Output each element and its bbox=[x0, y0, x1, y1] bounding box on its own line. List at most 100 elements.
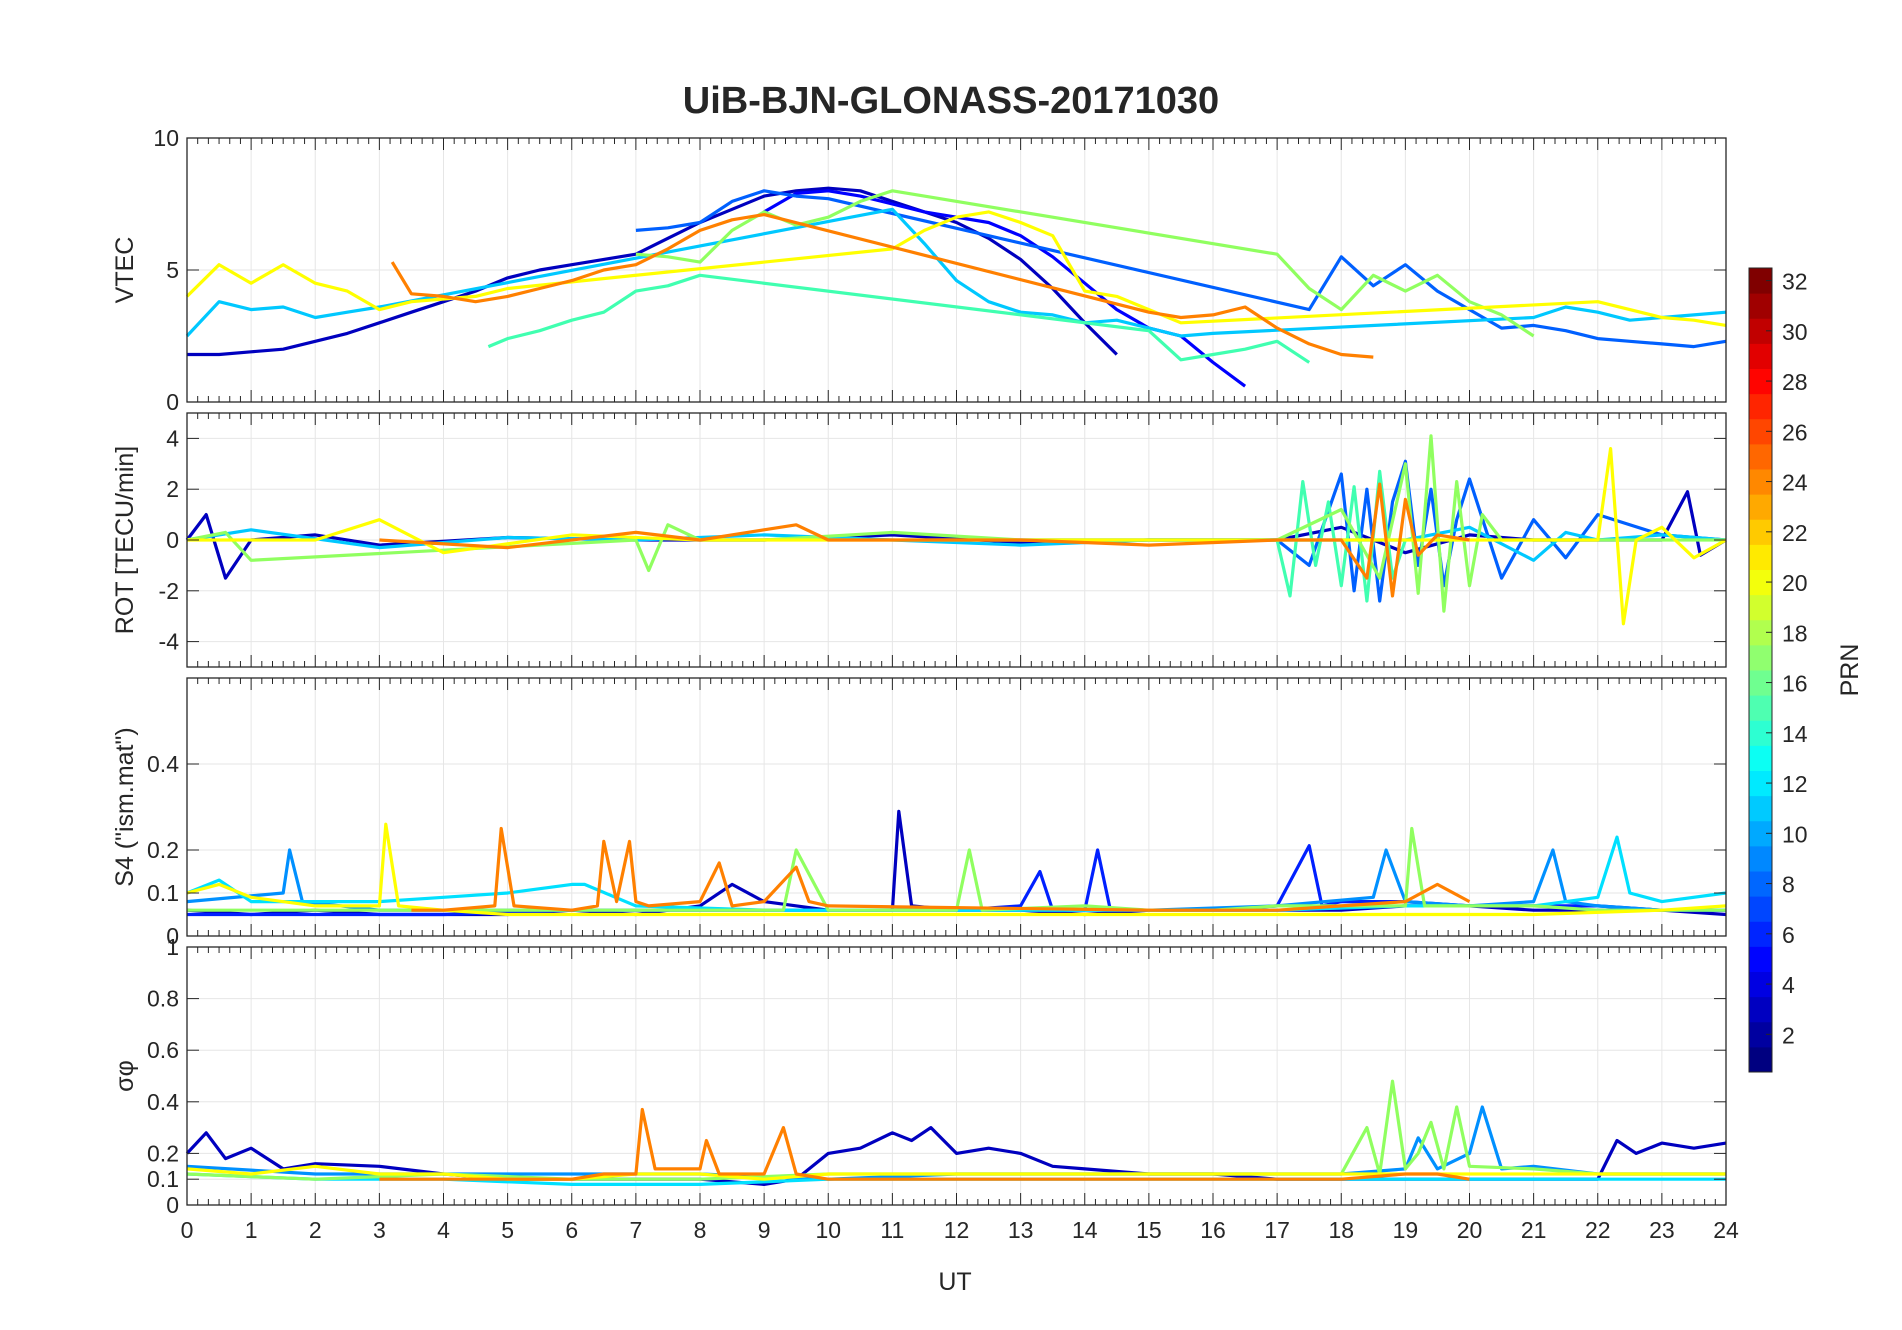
colorbar-swatch bbox=[1749, 695, 1772, 721]
y-tick-label: 0.4 bbox=[147, 1089, 179, 1115]
y-tick-label: 0 bbox=[166, 923, 179, 949]
x-tick-label: 17 bbox=[1264, 1217, 1290, 1243]
y-tick-label: 0.1 bbox=[147, 1166, 179, 1192]
x-tick-label: 11 bbox=[880, 1217, 904, 1243]
colorbar-tick-label: 8 bbox=[1782, 872, 1795, 898]
axes-box bbox=[186, 946, 1727, 1206]
colorbar-swatch bbox=[1749, 594, 1772, 621]
series-prn-17 bbox=[187, 826, 1726, 912]
axes-box bbox=[186, 677, 1727, 937]
series-prn-17 bbox=[186, 1079, 1726, 1181]
series-prn-20 bbox=[186, 1164, 1726, 1181]
y-axis-label: VTEC bbox=[111, 237, 139, 304]
colorbar-tick-label: 2 bbox=[1782, 1022, 1795, 1048]
colorbar-tick-label: 30 bbox=[1782, 319, 1808, 345]
series-prn-24 bbox=[390, 213, 1374, 359]
y-tick-label: 0.4 bbox=[147, 751, 179, 777]
colorbar-swatch bbox=[1749, 644, 1772, 671]
colorbar-swatch bbox=[1749, 720, 1772, 746]
colorbar-swatch bbox=[1749, 1046, 1772, 1073]
y-tick-label: -2 bbox=[159, 578, 179, 604]
x-tick-label: 18 bbox=[1328, 1217, 1354, 1243]
colorbar-swatch bbox=[1749, 443, 1772, 470]
colorbar-tick-label: 14 bbox=[1782, 721, 1808, 747]
x-axis-label: UT bbox=[938, 1268, 971, 1296]
colorbar-swatch bbox=[1749, 318, 1772, 344]
series-prn-15 bbox=[487, 273, 1311, 364]
colorbar-swatch bbox=[1749, 343, 1772, 369]
x-tick-label: 9 bbox=[758, 1217, 771, 1243]
x-tick-label: 4 bbox=[437, 1217, 450, 1243]
series-prn-24 bbox=[379, 1107, 1470, 1181]
y-tick-label: 0.6 bbox=[147, 1037, 179, 1063]
colorbar-swatch bbox=[1749, 745, 1772, 771]
x-tick-label: 15 bbox=[1136, 1217, 1162, 1243]
colorbar-tick-label: 24 bbox=[1782, 470, 1808, 496]
colorbar-swatch bbox=[1749, 619, 1772, 646]
colorbar-swatch bbox=[1749, 293, 1772, 319]
colorbar-swatch bbox=[1749, 544, 1772, 570]
colorbar-swatch bbox=[1749, 670, 1772, 696]
series-prn-17 bbox=[186, 434, 1726, 613]
colorbar-tick-label: 26 bbox=[1782, 419, 1808, 445]
y-tick-label: -4 bbox=[159, 629, 180, 655]
y-tick-label: 5 bbox=[166, 257, 179, 283]
colorbar-swatch bbox=[1749, 1021, 1772, 1048]
colorbar-swatch bbox=[1749, 896, 1772, 922]
y-tick-label: 10 bbox=[153, 125, 179, 151]
series-prn-8 bbox=[635, 189, 1727, 349]
x-tick-label: 3 bbox=[373, 1217, 386, 1243]
y-axis-label: ROT [TECU/min] bbox=[111, 446, 139, 634]
x-tick-label: 8 bbox=[694, 1217, 707, 1243]
x-tick-label: 14 bbox=[1072, 1217, 1098, 1243]
colorbar-tick-label: 6 bbox=[1782, 922, 1795, 948]
series-prn-2 bbox=[187, 186, 1118, 357]
x-tick-label: 6 bbox=[565, 1217, 578, 1243]
colorbar-frame bbox=[1748, 267, 1773, 1073]
x-tick-label: 12 bbox=[944, 1217, 970, 1243]
x-tick-label: 2 bbox=[309, 1217, 322, 1243]
colorbar-swatch bbox=[1749, 368, 1772, 395]
colorbar-tick-label: 16 bbox=[1782, 671, 1808, 697]
colorbar-tick-label: 20 bbox=[1782, 570, 1808, 596]
colorbar-swatch bbox=[1749, 795, 1772, 822]
colorbar-swatch bbox=[1749, 921, 1772, 947]
y-tick-label: 0 bbox=[166, 527, 179, 553]
y-tick-label: 1 bbox=[166, 934, 179, 960]
series-prn-10 bbox=[186, 1105, 1726, 1181]
x-tick-label: 23 bbox=[1649, 1217, 1675, 1243]
x-tick-label: 22 bbox=[1585, 1217, 1611, 1243]
y-tick-label: 0 bbox=[166, 389, 179, 415]
x-tick-label: 16 bbox=[1200, 1217, 1226, 1243]
series-prn-12 bbox=[185, 207, 1727, 338]
x-axis: 0 1 2 3 4 5 6 7 8 9 10 11 12 13 14 15 16 17 18 19 20 21 22 23 24 bbox=[181, 1217, 1739, 1243]
chart-title: UiB-BJN-GLONASS-20171030 bbox=[683, 80, 1219, 122]
x-tick-label: 7 bbox=[629, 1217, 642, 1243]
x-tick-label: 13 bbox=[1008, 1217, 1034, 1243]
colorbar-swatch bbox=[1749, 871, 1772, 897]
colorbar-swatch bbox=[1749, 946, 1772, 972]
series-prn-8 bbox=[988, 459, 1727, 603]
y-tick-label: 2 bbox=[166, 476, 179, 502]
panel-2: -4 -2 0 2 4 ROT [TECU/min] bbox=[111, 412, 1727, 668]
y-axis-label: σφ bbox=[111, 1060, 139, 1092]
series-prn-20 bbox=[186, 822, 1727, 917]
colorbar-tick-label: 22 bbox=[1782, 520, 1808, 546]
series-prn-20 bbox=[187, 447, 1727, 626]
colorbar-tick-label: 12 bbox=[1782, 771, 1808, 797]
x-tick-label: 24 bbox=[1713, 1217, 1739, 1243]
colorbar-swatch bbox=[1749, 845, 1772, 872]
colorbar-swatch bbox=[1749, 971, 1772, 998]
colorbar-tick-label: 28 bbox=[1782, 369, 1808, 395]
series-prn-20 bbox=[185, 210, 1727, 327]
x-tick-label: 19 bbox=[1393, 1217, 1419, 1243]
y-tick-label: 0.1 bbox=[147, 880, 179, 906]
y-tick-label: 0.8 bbox=[147, 986, 179, 1012]
colorbar-tick-label: 4 bbox=[1782, 972, 1795, 998]
panel-1: 0 5 10 VTEC bbox=[111, 125, 1727, 415]
colorbar-label: PRN bbox=[1836, 644, 1864, 697]
y-tick-label: 4 bbox=[166, 425, 179, 451]
